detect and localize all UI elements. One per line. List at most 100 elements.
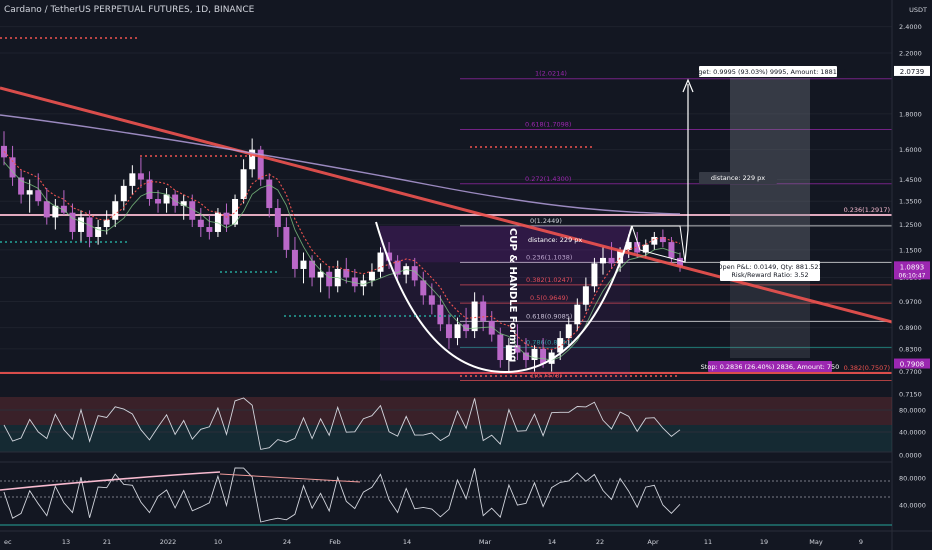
price-tick-4: 1.4500 xyxy=(899,176,922,184)
candle-body xyxy=(86,217,93,237)
candle-body xyxy=(78,217,85,232)
candle-body xyxy=(249,149,256,170)
time-tick-4: 10 xyxy=(214,538,222,546)
candle-body xyxy=(454,324,461,339)
fib-label-8: 0.618(0.9085) xyxy=(526,312,572,320)
candle-body xyxy=(505,345,512,361)
price-tick-11: 0.8300 xyxy=(899,345,922,353)
candle-body xyxy=(9,157,16,178)
time-tick-11: Apr xyxy=(647,538,659,546)
candle-body xyxy=(625,242,632,250)
candle-body xyxy=(43,201,50,218)
candle-body xyxy=(403,266,410,275)
moving-average-support xyxy=(3,161,681,361)
price-tick-13: 0.7150 xyxy=(899,391,922,399)
candle-body xyxy=(497,334,504,361)
candle-body xyxy=(95,227,102,237)
candle-body xyxy=(368,271,375,281)
candle-body xyxy=(360,280,367,287)
time-tick-8: Mar xyxy=(479,538,492,546)
fib-label-0: 1(2.0214) xyxy=(535,70,567,78)
distance-label-box xyxy=(699,172,777,184)
candle-body xyxy=(18,177,25,195)
price-tick-10: 0.8900 xyxy=(899,324,922,332)
price-axis[interactable]: USDT 2.4000 2.2000 1.8000 1.6000 1.4500 1.3500… xyxy=(891,0,930,550)
candle-body xyxy=(309,260,316,278)
candle-body xyxy=(445,324,452,339)
candle-body xyxy=(112,201,119,220)
price-tick-9: 0.9700 xyxy=(899,298,922,306)
position-label-box xyxy=(720,261,820,281)
position-label-text: Open P&L: 0.0149, Qty: 881.523 xyxy=(717,263,822,271)
osc2-trendline xyxy=(0,471,221,491)
fib-label-1: 0.618(1.7098) xyxy=(525,121,571,129)
distance-label-text: distance: 229 px xyxy=(711,174,765,182)
candle-body xyxy=(103,219,110,228)
osc2-tick-0: 80.0000 xyxy=(899,475,926,483)
osc1-tick-1: 40.0000 xyxy=(899,429,926,437)
candle-body xyxy=(291,249,298,269)
candle-body xyxy=(180,201,187,206)
candle-body xyxy=(522,352,529,361)
candle-body xyxy=(172,194,179,206)
fib-label-11: 0.382(0.7507) xyxy=(844,364,890,372)
price-tick-6: 1.2500 xyxy=(899,221,922,229)
candle-body xyxy=(617,249,624,264)
osc1-tick-0: 80.0000 xyxy=(899,407,926,415)
candle-body xyxy=(651,236,658,245)
candle-body xyxy=(642,244,649,253)
time-tick-9: 14 xyxy=(548,538,556,546)
candle-body xyxy=(437,304,444,325)
candle-body xyxy=(411,266,418,281)
candle-body xyxy=(677,257,683,267)
time-tick-3: 2022 xyxy=(160,538,177,546)
osc1-overbought-zone xyxy=(0,397,892,425)
candle-body xyxy=(240,169,247,199)
candle-body xyxy=(488,320,495,335)
position-label-text: Risk/Reward Ratio: 3.52 xyxy=(731,271,808,279)
fib-label-5: 0.236(1.1038) xyxy=(526,253,572,261)
candle-body xyxy=(120,185,127,202)
candle-body xyxy=(386,252,393,261)
candle-body xyxy=(377,252,384,272)
trendline xyxy=(0,86,893,324)
candle-body xyxy=(189,201,196,220)
time-tick-6: Feb xyxy=(329,538,341,546)
fib-label-9: 0.786(0.8340) xyxy=(526,338,572,346)
candle-body xyxy=(582,286,589,305)
candle-body xyxy=(565,324,572,339)
osc2-line xyxy=(3,467,681,523)
osc1-line xyxy=(3,397,681,450)
candle-body xyxy=(146,179,153,199)
price-label-0: 2.0739 xyxy=(900,68,925,76)
candle-body xyxy=(634,242,641,253)
candle-body xyxy=(155,198,162,204)
price-tick-7: 1.1500 xyxy=(899,246,922,254)
target-label-box xyxy=(699,66,837,77)
oscillators: 80.0000 40.0000 0.0000 80.0000 40.0000 xyxy=(0,397,926,526)
price-label-1: 1.0893 xyxy=(900,263,925,271)
price-tick-0: 2.4000 xyxy=(899,23,922,31)
candle-body xyxy=(197,219,204,228)
candle-body xyxy=(463,324,470,332)
candle-body xyxy=(394,260,401,275)
candle-body xyxy=(343,268,350,278)
candle-body xyxy=(659,236,666,243)
cup-curve xyxy=(375,221,633,374)
pattern-label: CUP & HANDLE Forming xyxy=(507,228,518,362)
fib-label-7: 0.5(0.9649) xyxy=(530,294,568,302)
time-tick-5: 24 xyxy=(283,538,291,546)
price-tick-3: 1.6000 xyxy=(899,146,922,154)
candle-body xyxy=(274,208,281,228)
time-axis[interactable]: ec 13 21 2022 10 24 Feb 14 Mar 14 22 Apr 11 19 May 9 xyxy=(0,530,932,546)
candle-body xyxy=(574,304,581,325)
candle-body xyxy=(214,212,221,232)
price-tick-2: 1.8000 xyxy=(899,110,922,118)
fib-label-4: 0(1.2449) xyxy=(530,217,562,225)
fib-label-3: 0.236(1.2917) xyxy=(844,206,890,214)
osc2-signal xyxy=(219,473,361,483)
candles xyxy=(1,131,683,372)
osc1-oversold-zone xyxy=(0,425,892,452)
time-tick-13: 19 xyxy=(760,538,768,546)
